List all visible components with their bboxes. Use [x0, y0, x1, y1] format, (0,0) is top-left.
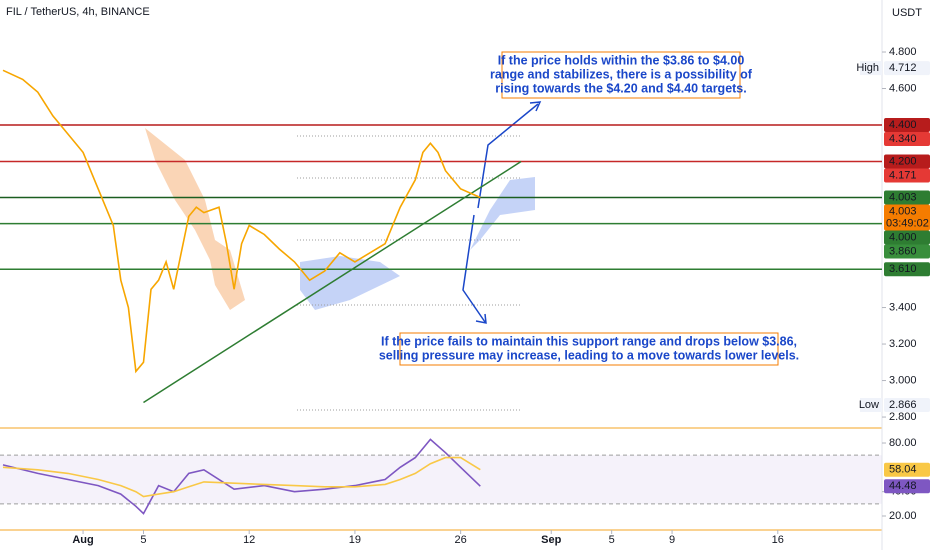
price-tag [884, 244, 930, 259]
y-tick-label: 20.00 [889, 510, 917, 522]
trendline [143, 160, 522, 404]
price-tag [884, 462, 930, 477]
price-tag-label: 3.610 [889, 263, 917, 275]
price-tag [884, 398, 930, 413]
caption-box [860, 61, 882, 76]
price-tag [884, 168, 930, 183]
price-tag-label: 4.200 [889, 155, 917, 167]
x-tick-label: 12 [243, 534, 255, 546]
y-tick-label: 4.600 [889, 82, 917, 94]
price-tag-label: 4.400 [889, 119, 917, 131]
price-tag [884, 230, 930, 245]
annotation-text: If the price fails to maintain this supp… [381, 334, 797, 348]
price-tag [884, 132, 930, 147]
cloud [470, 177, 535, 250]
caption: Low [859, 399, 879, 411]
price-tag [884, 118, 930, 133]
price-tag-label: 4.340 [889, 133, 917, 145]
y-tick-label: 3.000 [889, 374, 917, 386]
price-tag-label: 2.866 [889, 399, 917, 411]
price-tag-label: 4.171 [889, 169, 917, 181]
x-tick-label: 19 [349, 534, 361, 546]
cloud [145, 128, 245, 310]
series-line [2, 69, 481, 374]
x-tick-label: 16 [772, 534, 784, 546]
annotation-box [399, 332, 779, 366]
price-tag-label: 58.04 [889, 464, 917, 476]
x-tick-label: Aug [72, 534, 93, 546]
symbol: FIL / TetherUS, 4h, BINANCE [6, 6, 150, 18]
price-tag-label: 3.860 [889, 245, 917, 257]
price-tag-label: 44.48 [889, 480, 917, 492]
y-tick-label: 80.00 [889, 437, 917, 449]
y-tick-label: 3.200 [889, 338, 917, 350]
x-tick-label: Sep [541, 534, 561, 546]
annotation-text: selling pressure may increase, leading t… [379, 348, 799, 362]
y-tick-label: 3.400 [889, 301, 917, 313]
y-tick-label: 2.800 [889, 411, 917, 423]
caption-box [860, 398, 882, 413]
price-tag [884, 262, 930, 277]
x-tick-label: 9 [669, 534, 675, 546]
price-tag-label: 4.000 [889, 231, 917, 243]
x-tick-label: 5 [140, 534, 146, 546]
currency: USDT [892, 7, 922, 19]
price-tag-label: 4.003 [889, 191, 917, 203]
annotation-text: If the price holds within the $3.86 to $… [498, 53, 745, 67]
price-tag [884, 190, 930, 205]
x-tick-label: 5 [609, 534, 615, 546]
annotation-box [501, 51, 741, 99]
rsi-zone [0, 455, 882, 504]
price-tag-label: 4.003 [889, 205, 917, 217]
series-line [2, 438, 481, 515]
price-tag [884, 204, 930, 231]
annotation-text: range and stabilizes, there is a possibi… [490, 67, 753, 81]
annotation-text: rising towards the $4.20 and $4.40 targe… [495, 81, 746, 95]
price-tag [884, 61, 930, 76]
x-tick-label: 26 [455, 534, 467, 546]
price-tag [884, 479, 930, 494]
series-line [2, 456, 481, 498]
countdown: 03:49:02 [886, 217, 929, 229]
y-tick-label: 4.800 [889, 46, 917, 58]
caption: High [856, 62, 879, 74]
price-tag [884, 154, 930, 169]
price-tag-label: 4.712 [889, 62, 917, 74]
